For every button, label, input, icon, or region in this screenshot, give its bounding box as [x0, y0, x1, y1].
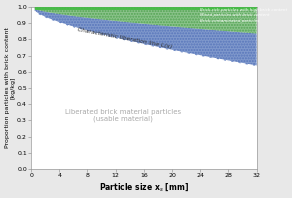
Y-axis label: Proportion particles with brick content
[kg/kg]: Proportion particles with brick content … — [5, 28, 16, 148]
Text: Characteristic liberation line L(x): Characteristic liberation line L(x) — [77, 27, 172, 49]
Text: Liberated brick material particles
(usable material): Liberated brick material particles (usab… — [65, 109, 181, 122]
X-axis label: Particle size x$_s$ [mm]: Particle size x$_s$ [mm] — [99, 181, 189, 193]
Text: Brick-contaminated particles: Brick-contaminated particles — [200, 19, 260, 23]
Text: Brick-rich particles with high brick content: Brick-rich particles with high brick con… — [200, 9, 287, 12]
Text: Mixed particles with brick content: Mixed particles with brick content — [200, 13, 270, 17]
